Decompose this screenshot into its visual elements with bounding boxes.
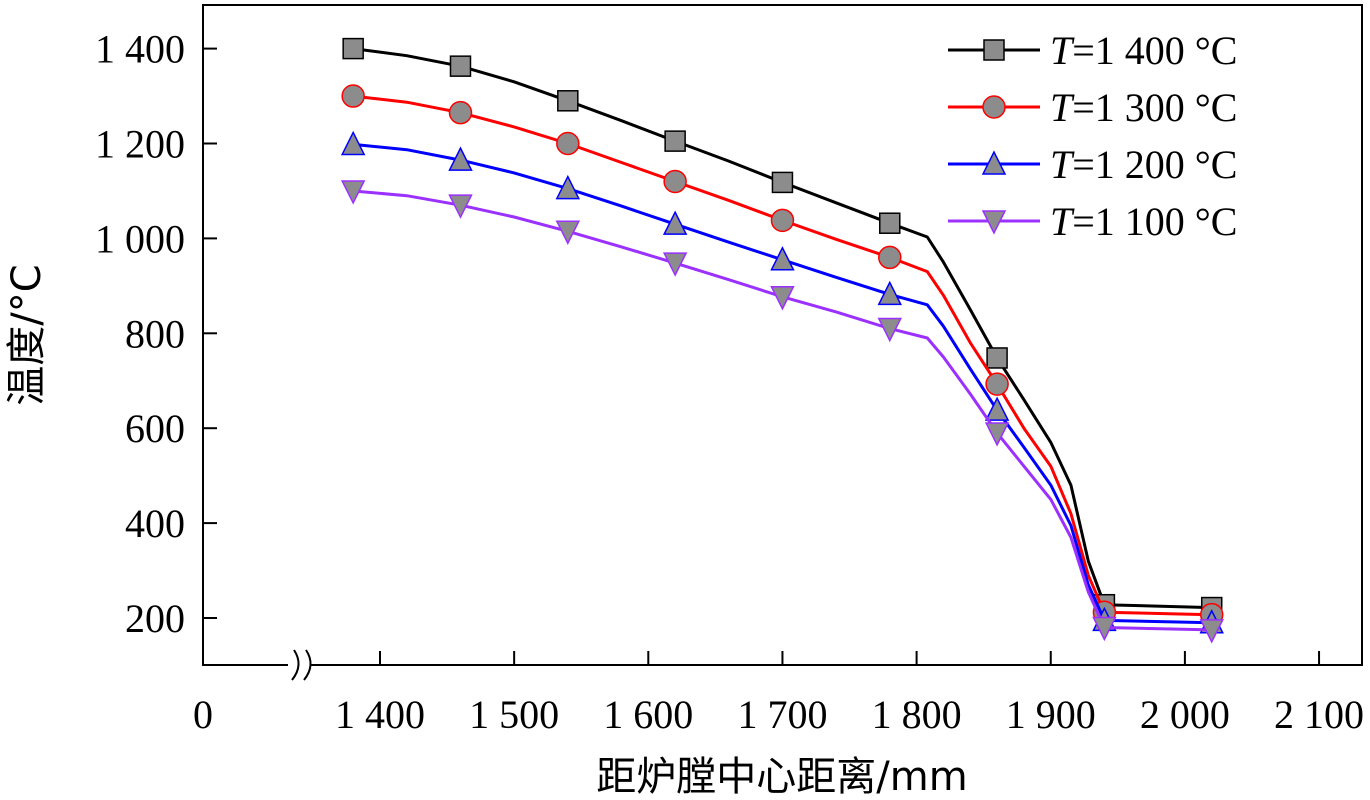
data-point [984, 422, 1010, 447]
y-tick-label: 800 [125, 311, 185, 356]
legend-label-rest: =1 200 °C [1072, 142, 1237, 187]
x-tick-label: 2 000 [1140, 692, 1230, 737]
data-point [662, 252, 688, 277]
data-point [555, 220, 581, 245]
data-point [983, 39, 1005, 61]
x-axis-title: 距炉膛中心距离/mm [596, 754, 967, 800]
data-point [770, 208, 795, 233]
series-3 [340, 180, 1224, 644]
data-point [663, 169, 687, 194]
y-tick-label: 200 [125, 596, 185, 641]
x-tick-label: 1 500 [469, 692, 559, 737]
legend-label: T=1 300 °C [1050, 85, 1237, 130]
series-0 [342, 37, 1223, 619]
legend-label-italic: T [1050, 28, 1075, 73]
data-point [770, 246, 795, 271]
legend: T=1 400 °CT=1 300 °CT=1 200 °CT=1 100 °C [948, 28, 1237, 244]
data-point [557, 90, 579, 112]
data-point [662, 210, 688, 235]
data-point [342, 37, 364, 60]
data-point [981, 210, 1007, 235]
data-point [1092, 616, 1117, 642]
ticks-layer: 0 1 400 1 500 1 600 1 700 1 800 1 900 2 000 2 10… [95, 27, 1364, 737]
legend-label: T=1 200 °C [1050, 142, 1237, 187]
legend-label-rest: =1 300 °C [1072, 85, 1237, 130]
data-point [449, 55, 472, 77]
y-axis-title: 温度/°C [4, 264, 50, 405]
x-axis-break [288, 649, 312, 681]
data-point [340, 180, 366, 205]
data-point [878, 245, 902, 270]
x-tick-label: 1 700 [737, 692, 827, 737]
legend-label-italic: T [1050, 199, 1075, 244]
legend-item: T=1 400 °C [948, 28, 1237, 73]
x-tick-label: 0 [193, 692, 213, 737]
data-point [985, 372, 1009, 396]
y-tick-label: 600 [125, 406, 185, 451]
data-point [448, 194, 473, 219]
legend-item: T=1 300 °C [948, 85, 1237, 130]
series-line [353, 47, 1212, 610]
x-tick-label: 2 100 [1274, 692, 1364, 737]
data-point [986, 347, 1008, 369]
legend-label: T=1 100 °C [1050, 199, 1237, 244]
axis-break-line-left [291, 649, 300, 681]
data-point [982, 95, 1006, 119]
data-point [556, 131, 580, 156]
data-point [877, 280, 902, 306]
x-tick-label: 1 600 [603, 692, 693, 737]
data-point [664, 130, 686, 152]
y-tick-label: 400 [125, 501, 185, 546]
series-layer [340, 37, 1224, 644]
data-point [879, 212, 901, 234]
data-point [1199, 619, 1224, 644]
axis-break-line-right [303, 649, 312, 681]
data-point [555, 174, 581, 200]
data-point [770, 286, 795, 311]
data-point [984, 396, 1010, 421]
data-point [340, 130, 366, 156]
data-point [341, 84, 365, 108]
legend-item: T=1 200 °C [948, 142, 1237, 187]
data-point [448, 100, 473, 125]
y-tick-label: 1 200 [95, 122, 185, 167]
legend-label-rest: =1 400 °C [1072, 28, 1237, 73]
legend-label-italic: T [1050, 142, 1075, 187]
legend-label-rest: =1 100 °C [1072, 199, 1237, 244]
x-tick-label: 1 900 [1006, 692, 1096, 737]
legend-label-italic: T [1050, 85, 1075, 130]
data-point [771, 171, 794, 194]
legend-item: T=1 100 °C [948, 199, 1237, 244]
y-tick-label: 1 000 [95, 216, 185, 261]
x-tick-label: 1 400 [335, 692, 425, 737]
data-point [981, 150, 1007, 175]
x-tick-label: 1 800 [872, 692, 962, 737]
data-point [448, 146, 473, 171]
data-point [877, 317, 902, 343]
y-tick-label: 1 400 [95, 27, 185, 72]
legend-label: T=1 400 °C [1050, 28, 1237, 73]
